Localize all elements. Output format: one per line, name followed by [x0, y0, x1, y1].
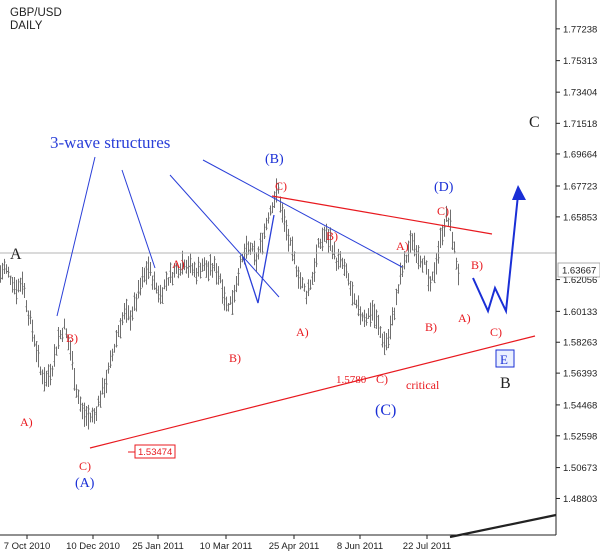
level-153474-label: 1.53474	[138, 447, 172, 458]
current-price-label: 1.63667	[562, 266, 596, 277]
structure-pointer-lines	[56, 156, 403, 317]
time-tick-label: 10 Dec 2010	[66, 541, 120, 552]
price-tick-label: 1.75313	[563, 56, 597, 67]
price-tick-label: 1.67723	[563, 181, 597, 192]
wave-label: (A)	[75, 476, 95, 491]
time-tick-label: 25 Apr 2011	[269, 541, 320, 552]
price-tick-label: 1.50673	[563, 463, 597, 474]
wave-label: A)	[172, 257, 185, 271]
wave-label: C)	[376, 372, 388, 386]
wave-letter-b: B	[500, 375, 511, 392]
wave-label: B)	[66, 331, 78, 345]
price-tick-label: 1.65853	[563, 212, 597, 223]
projection-arrowhead	[512, 185, 526, 200]
time-tick-label: 22 Jul 2011	[403, 541, 451, 552]
lower-trendline	[89, 335, 536, 449]
price-tick-label: 1.58263	[563, 338, 597, 349]
zigzag-wave	[242, 214, 275, 304]
wave-label: B)	[425, 320, 437, 334]
wave-label: C)	[437, 204, 449, 218]
level-1578-label: 1.5780	[336, 374, 367, 386]
wave-label: A)	[20, 415, 33, 429]
wave-label: B)	[229, 351, 241, 365]
level-153474-box	[134, 444, 176, 459]
timeframe-label: DAILY	[10, 20, 43, 32]
wave-label: (D)	[434, 180, 454, 195]
wave-label: (B)	[265, 152, 284, 167]
structures-note: 3-wave structures	[50, 133, 170, 152]
current-price-box	[557, 262, 600, 278]
wave-label: C)	[490, 325, 502, 339]
wave-label: A)	[296, 325, 309, 339]
red-wave-labels: A) B) C) A) B) C) A) B) C) A) B) C) A) B…	[20, 179, 502, 473]
wave-letter-c: C	[529, 114, 540, 131]
price-tick-label: 1.77238	[563, 24, 597, 35]
wave-label: B)	[471, 258, 483, 272]
wave-label: C)	[275, 179, 287, 193]
blue-wave-labels: (A) (B) (C) (D)	[75, 152, 454, 491]
wave-letter-a: A	[10, 246, 22, 263]
price-tick-label: 1.52598	[563, 431, 597, 442]
time-tick-label: 25 Jan 2011	[132, 541, 184, 552]
wave-label: B)	[326, 229, 338, 243]
price-tick-label: 1.60133	[563, 307, 597, 318]
price-tick-label: 1.69664	[563, 149, 597, 160]
critical-note: critical	[406, 378, 440, 392]
price-tick-label: 1.62056	[563, 275, 597, 286]
wave-label: C)	[79, 459, 91, 473]
wave-label: A)	[458, 311, 471, 325]
price-axis-ticks	[556, 28, 560, 499]
price-bars	[0, 178, 460, 430]
time-axis-labels: 7 Oct 2010 10 Dec 2010 25 Jan 2011 10 Mar 2…	[4, 535, 451, 552]
upper-trendline	[271, 195, 493, 235]
wave-label: (C)	[375, 402, 396, 419]
price-tick-label: 1.48803	[563, 494, 597, 505]
time-tick-label: 7 Oct 2010	[4, 541, 50, 552]
wave-label: A)	[396, 239, 409, 253]
bottom-right-line	[449, 513, 557, 539]
wave-label: E	[500, 352, 508, 367]
price-tick-label: 1.54468	[563, 400, 597, 411]
projection-path	[472, 194, 519, 315]
time-tick-label: 8 Jun 2011	[337, 541, 383, 552]
wave-e-box	[495, 349, 515, 368]
symbol-label: GBP/USD	[10, 7, 62, 19]
price-tick-label: 1.73404	[563, 88, 597, 99]
price-tick-label: 1.56393	[563, 369, 597, 380]
price-axis-labels: 1.77238 1.75313 1.73404 1.71518 1.69664 1.677…	[563, 24, 597, 505]
time-tick-label: 10 Mar 2011	[200, 541, 253, 552]
price-tick-label: 1.71518	[563, 119, 597, 130]
